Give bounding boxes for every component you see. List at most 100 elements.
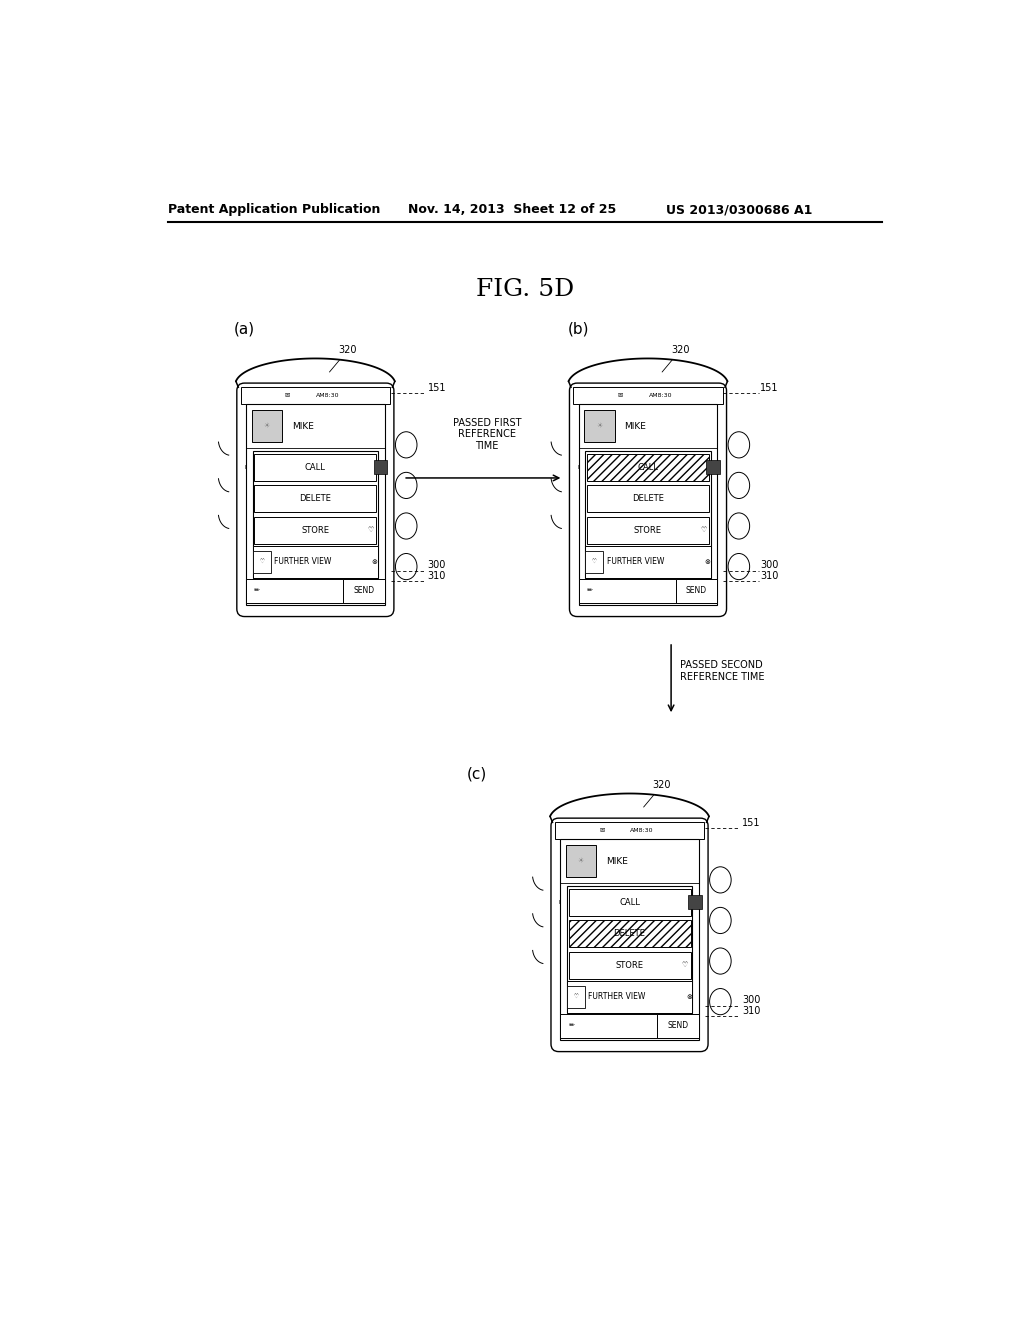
- Bar: [253, 450, 378, 578]
- Text: ☀: ☀: [596, 424, 602, 429]
- Bar: [585, 411, 614, 442]
- Bar: [579, 404, 717, 605]
- Text: 310: 310: [428, 570, 446, 581]
- Text: 310: 310: [742, 1006, 760, 1015]
- Text: 320: 320: [644, 780, 671, 807]
- Bar: [568, 888, 690, 916]
- Text: MIKE: MIKE: [292, 421, 313, 430]
- Text: CALL: CALL: [620, 898, 640, 907]
- Ellipse shape: [395, 473, 417, 499]
- Text: II: II: [559, 900, 562, 904]
- FancyBboxPatch shape: [237, 383, 394, 616]
- Bar: [566, 845, 596, 878]
- Bar: [253, 550, 270, 573]
- Text: SEND: SEND: [668, 1022, 688, 1030]
- Text: MIKE: MIKE: [625, 421, 646, 430]
- Ellipse shape: [710, 948, 731, 974]
- Bar: [254, 484, 377, 512]
- Text: ♡: ♡: [682, 962, 688, 969]
- Text: DELETE: DELETE: [299, 494, 332, 503]
- Text: ☀: ☀: [264, 424, 270, 429]
- Ellipse shape: [728, 432, 750, 458]
- Bar: [567, 981, 692, 1012]
- Bar: [560, 1014, 698, 1038]
- Text: 300: 300: [742, 995, 760, 1006]
- Bar: [586, 450, 711, 578]
- Text: ⊗: ⊗: [372, 558, 378, 565]
- Text: ⊗: ⊗: [686, 994, 692, 999]
- Text: II: II: [245, 465, 248, 470]
- Ellipse shape: [728, 513, 750, 539]
- Bar: [253, 546, 378, 578]
- Text: (b): (b): [568, 322, 590, 337]
- Text: ✏: ✏: [587, 587, 593, 594]
- Text: ♡: ♡: [368, 527, 374, 533]
- Bar: [587, 454, 709, 480]
- Text: ✉: ✉: [599, 829, 604, 833]
- Bar: [688, 895, 701, 909]
- Text: FURTHER VIEW: FURTHER VIEW: [274, 557, 332, 566]
- Text: ✏: ✏: [568, 1023, 574, 1028]
- Ellipse shape: [710, 989, 731, 1015]
- Text: 300: 300: [761, 560, 779, 570]
- Text: PASSED FIRST
REFERENCE
TIME: PASSED FIRST REFERENCE TIME: [453, 418, 521, 451]
- Bar: [374, 459, 387, 474]
- Ellipse shape: [728, 553, 750, 579]
- Text: ♡: ♡: [573, 994, 579, 999]
- Text: 151: 151: [428, 383, 446, 393]
- Text: SEND: SEND: [686, 586, 708, 595]
- Text: DELETE: DELETE: [613, 929, 645, 939]
- Bar: [676, 578, 717, 602]
- Bar: [587, 484, 709, 512]
- Text: STORE: STORE: [615, 961, 643, 970]
- Text: II: II: [578, 465, 581, 470]
- Text: ♡: ♡: [700, 527, 707, 533]
- Text: US 2013/0300686 A1: US 2013/0300686 A1: [666, 203, 812, 216]
- Text: 151: 151: [742, 818, 761, 828]
- Bar: [573, 387, 723, 404]
- Text: (a): (a): [233, 322, 255, 337]
- Bar: [587, 516, 709, 544]
- Text: (c): (c): [467, 767, 487, 781]
- Text: 320: 320: [330, 346, 357, 372]
- Text: FURTHER VIEW: FURTHER VIEW: [589, 993, 646, 1002]
- Bar: [254, 454, 377, 480]
- Text: CALL: CALL: [305, 462, 326, 471]
- Text: AM8:30: AM8:30: [648, 393, 672, 399]
- Bar: [586, 546, 711, 578]
- Text: ✏: ✏: [254, 587, 260, 594]
- Bar: [579, 578, 717, 602]
- Bar: [252, 411, 282, 442]
- Bar: [707, 459, 720, 474]
- Text: STORE: STORE: [634, 525, 662, 535]
- Text: FURTHER VIEW: FURTHER VIEW: [607, 557, 665, 566]
- Text: SEND: SEND: [353, 586, 375, 595]
- Text: ♡: ♡: [259, 560, 264, 564]
- Text: Nov. 14, 2013  Sheet 12 of 25: Nov. 14, 2013 Sheet 12 of 25: [408, 203, 616, 216]
- Ellipse shape: [395, 513, 417, 539]
- Text: 151: 151: [761, 383, 779, 393]
- Text: Patent Application Publication: Patent Application Publication: [168, 203, 380, 216]
- Bar: [567, 886, 692, 1014]
- Bar: [586, 550, 603, 573]
- Bar: [568, 920, 690, 948]
- Text: FIG. 5D: FIG. 5D: [476, 277, 573, 301]
- Bar: [246, 578, 385, 602]
- Bar: [568, 952, 690, 979]
- Text: 320: 320: [663, 346, 689, 372]
- Text: ✉: ✉: [285, 393, 290, 399]
- Text: 300: 300: [428, 560, 446, 570]
- Text: ✉: ✉: [617, 393, 623, 399]
- Bar: [246, 404, 385, 605]
- Text: PASSED SECOND
REFERENCE TIME: PASSED SECOND REFERENCE TIME: [680, 660, 765, 681]
- Text: STORE: STORE: [301, 525, 330, 535]
- Bar: [254, 516, 377, 544]
- Text: MIKE: MIKE: [606, 857, 628, 866]
- Text: ⊗: ⊗: [705, 558, 711, 565]
- Text: 310: 310: [761, 570, 779, 581]
- Ellipse shape: [710, 867, 731, 892]
- FancyBboxPatch shape: [551, 818, 708, 1052]
- Bar: [343, 578, 385, 602]
- Text: ♡: ♡: [592, 560, 597, 564]
- Ellipse shape: [395, 432, 417, 458]
